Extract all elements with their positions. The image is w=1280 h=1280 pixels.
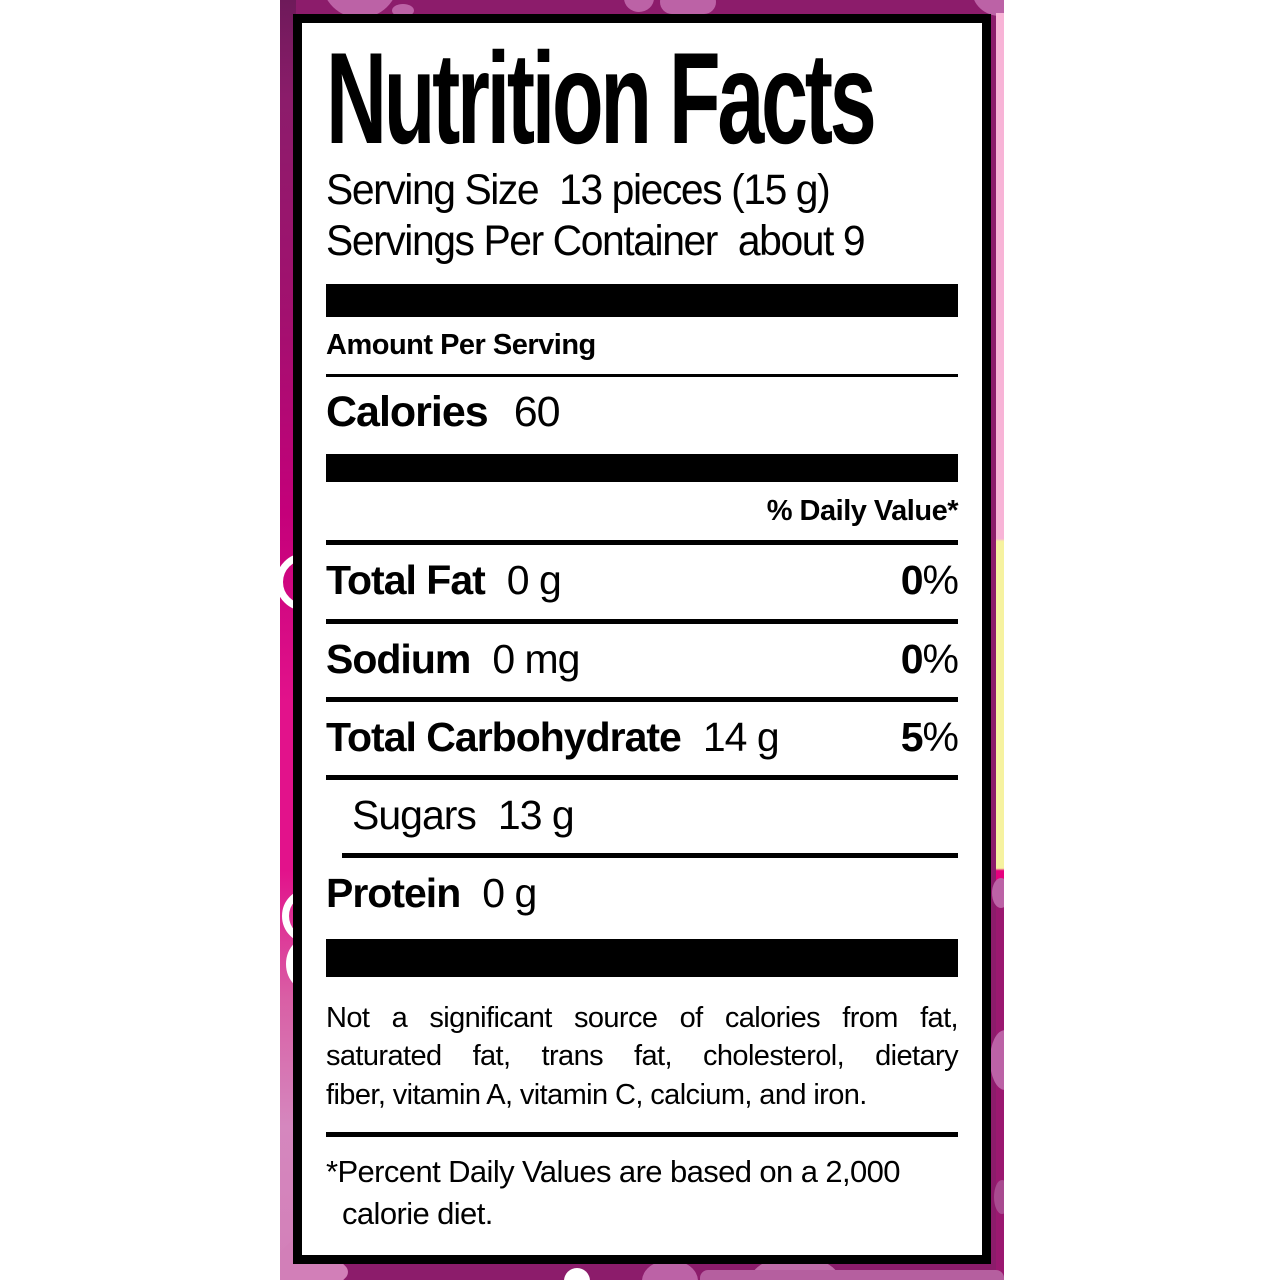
calories-value: 60 <box>513 387 561 436</box>
paragraph-line: Not a significant source of calories fro… <box>326 1002 959 1035</box>
nutrient-amount: 13 g <box>497 791 575 838</box>
serving-size-value: 13 pieces (15 g) <box>559 166 831 214</box>
decor-dot <box>994 1180 1004 1214</box>
nutrition-facts-label: Nutrition Facts Serving Size 13 pieces (… <box>293 14 991 1264</box>
decor-white-dot <box>564 1268 590 1280</box>
decor-bump <box>624 0 654 12</box>
nutrient-amount: 0 g <box>506 557 562 604</box>
nutrient-daily-value: 0% <box>900 635 959 682</box>
nutrient-row-total-fat: Total Fat 0 g 0% <box>326 545 959 618</box>
separator-hairline <box>326 373 958 377</box>
servings-per-container-label: Servings Per Container <box>326 216 718 265</box>
nutrient-name: Protein <box>326 870 461 917</box>
paragraph-line: fiber, vitamin A, vitamin C, calcium, an… <box>326 1078 867 1111</box>
separator-rule <box>326 540 958 546</box>
nutrient-amount: 0 mg <box>492 635 580 682</box>
daily-value-header: % Daily Value* <box>766 495 959 528</box>
servings-per-container-value: about 9 <box>737 216 866 265</box>
nutrient-amount: 0 g <box>482 870 537 917</box>
not-significant-paragraph: Not a significant source of calories fro… <box>326 999 959 1114</box>
nutrient-row-total-carbohydrate: Total Carbohydrate 14 g 5% <box>326 702 959 775</box>
decor-blob <box>660 0 716 14</box>
nutrient-name: Sugars <box>352 791 477 838</box>
nutrient-daily-value: 0% <box>900 557 959 604</box>
calories-row: Calories 60 <box>326 387 958 436</box>
separator-rule <box>326 1131 958 1137</box>
serving-size-label: Serving Size <box>326 166 540 214</box>
separator-rule <box>326 618 958 624</box>
decor-right-sliver <box>996 13 1004 1280</box>
footnote-line: calorie diet. <box>342 1195 493 1231</box>
footnote-line: *Percent Daily Values are based on a 2,0… <box>326 1153 901 1189</box>
decor-circle <box>990 1030 1004 1090</box>
nutrient-name: Total Carbohydrate <box>326 713 682 760</box>
decor-circle <box>642 1260 698 1280</box>
nutrient-amount: 14 g <box>702 713 780 760</box>
nutrient-name: Total Fat <box>326 557 486 604</box>
separator-bar-thick <box>326 284 958 318</box>
daily-value-footnote: *Percent Daily Values are based on a 2,0… <box>326 1151 958 1235</box>
separator-rule <box>326 696 958 702</box>
separator-bar-thick <box>326 939 958 978</box>
nutrient-daily-value: 5% <box>900 713 959 760</box>
nutrient-name: Sodium <box>326 635 471 682</box>
paragraph-line: saturated fat, trans fat, cholesterol, d… <box>326 1040 959 1073</box>
nutrient-row-sodium: Sodium 0 mg 0% <box>326 624 959 697</box>
decor-dot <box>992 878 1004 908</box>
nutrient-row-protein: Protein 0 g <box>326 858 958 931</box>
separator-bar-thick <box>326 454 958 483</box>
separator-rule <box>326 774 958 780</box>
amount-per-serving-heading: Amount Per Serving <box>326 329 596 362</box>
separator-rule-indented <box>342 853 958 859</box>
servings-per-container-row: Servings Per Container about 9 <box>326 216 926 267</box>
decor-dot <box>392 4 414 17</box>
serving-size-row: Serving Size 13 pieces (15 g) <box>326 165 926 216</box>
label-title: Nutrition Facts <box>326 25 877 171</box>
nutrient-row-sugars: Sugars 13 g <box>326 780 958 853</box>
calories-label: Calories <box>326 387 489 436</box>
decor-band <box>700 1270 1004 1280</box>
